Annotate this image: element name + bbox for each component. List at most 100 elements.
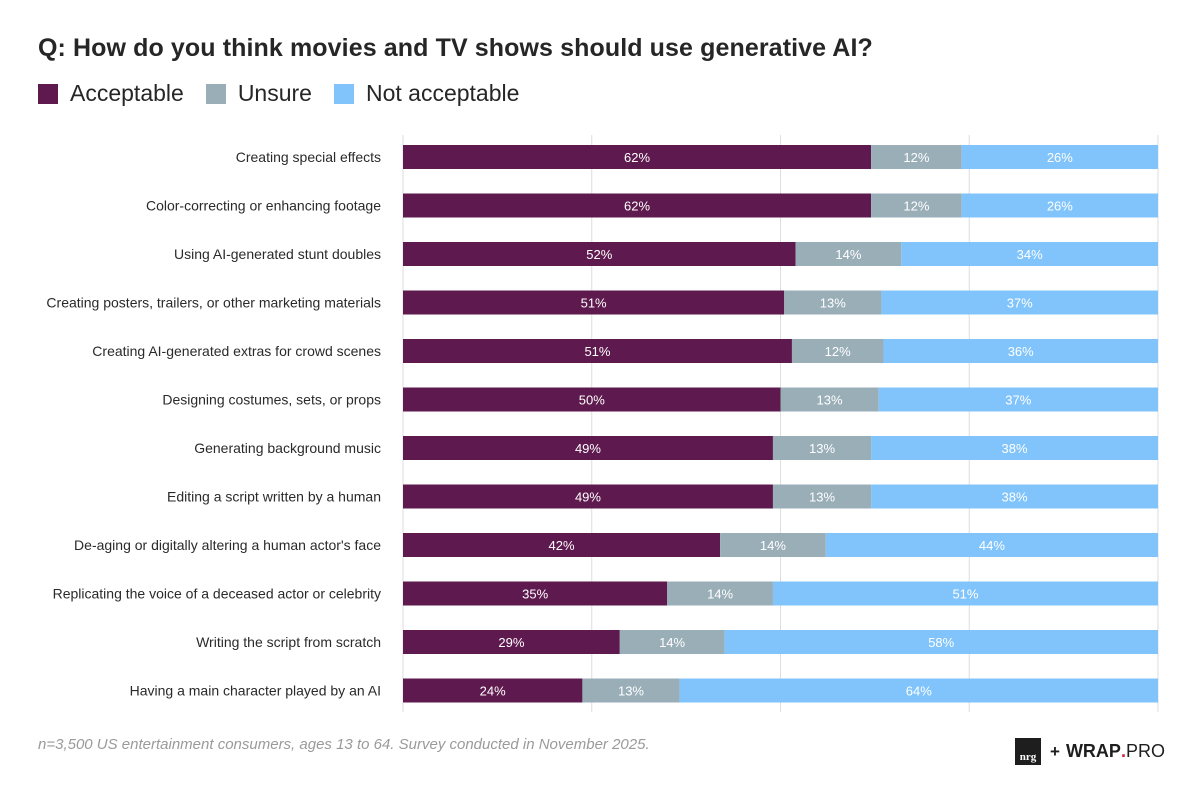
bar-acceptable [403,242,796,266]
data-label: 36% [1008,344,1034,359]
bar-unsure [871,193,962,218]
category-label: De-aging or digitally altering a human a… [74,537,381,553]
data-label: 51% [581,296,607,311]
data-label: 14% [659,635,685,650]
data-label: 13% [809,490,835,505]
bar-unsure [667,581,773,606]
data-label: 26% [1047,199,1073,214]
bar-unsure [795,242,902,266]
bar-unsure [871,145,962,169]
wrap-logo-pro: PRO [1125,741,1165,761]
bar-not-acceptable [871,484,1158,509]
data-label: 37% [1005,393,1031,408]
data-label: 64% [906,684,932,699]
bar-acceptable [403,387,781,412]
data-label: 14% [707,587,733,602]
data-label: 13% [809,441,835,456]
bar-unsure [582,678,680,703]
data-label: 62% [624,199,650,214]
legend-item-acceptable: Acceptable [38,80,184,107]
data-label: 37% [1007,296,1033,311]
bar-acceptable [403,145,872,169]
category-label: Creating special effects [236,149,381,165]
bar-not-acceptable [961,193,1158,218]
data-label: 14% [835,247,861,262]
legend-label-unsure: Unsure [237,80,312,106]
bar-acceptable [403,436,773,460]
bar-acceptable [403,533,721,557]
data-label: 13% [817,393,843,408]
logo-plus: + [1050,741,1060,761]
bar-acceptable [403,339,792,363]
bar-not-acceptable [724,630,1158,654]
bar-acceptable [403,484,773,509]
wrap-logo-text: WRAP [1065,741,1121,761]
category-label: Creating posters, trailers, or other mar… [46,295,381,311]
legend-swatch-not-acceptable [333,83,354,104]
legend-item-unsure: Unsure [205,80,312,107]
bar-unsure [619,630,725,654]
legend-label-not-acceptable: Not acceptable [365,80,520,106]
bar-not-acceptable [878,387,1158,412]
bar-not-acceptable [871,436,1158,460]
data-label: 38% [1002,490,1028,505]
data-label: 50% [579,393,605,408]
bar-unsure [780,387,879,412]
category-label: Generating background music [194,440,381,456]
bar-not-acceptable [881,290,1158,315]
bar-chart: Creating special effects 62% 12% 26% Color-c… [46,135,1159,712]
data-label: 14% [760,538,786,553]
category-label: Designing costumes, sets, or props [162,392,381,408]
data-label: 38% [1002,441,1028,456]
bar-acceptable [403,290,785,315]
data-label: 13% [618,684,644,699]
data-label: 58% [928,635,954,650]
legend-label-acceptable: Acceptable [70,80,184,106]
bar-unsure [720,533,826,557]
footnote: n=3,500 US entertainment consumers, ages… [38,736,650,753]
bar-acceptable [403,193,872,218]
data-label: 12% [825,344,851,359]
bar-unsure [772,436,872,460]
category-label: Having a main character played by an AI [130,683,381,699]
legend: Acceptable Unsure Not acceptable [38,80,541,107]
data-label: 12% [903,150,929,165]
bar-acceptable [403,630,620,654]
data-label: 52% [586,247,612,262]
bar-acceptable [403,581,668,606]
data-label: 51% [584,344,610,359]
bar-unsure [784,290,882,315]
category-label: Color-correcting or enhancing footage [146,198,381,214]
data-label: 35% [522,587,548,602]
bar-not-acceptable [772,581,1158,606]
data-label: 51% [952,587,978,602]
legend-swatch-acceptable [38,83,58,104]
category-label: Using AI-generated stunt doubles [174,246,381,262]
data-label: 62% [624,150,650,165]
legend-swatch-unsure [205,83,226,104]
data-label: 44% [979,538,1005,553]
bar-acceptable [403,678,583,703]
brand-logo: nrg + WRAP. PRO [1015,738,1165,765]
data-label: 13% [820,296,846,311]
category-label: Creating AI-generated extras for crowd s… [92,343,381,359]
bar-not-acceptable [961,145,1158,169]
data-label: 26% [1047,150,1073,165]
bar-not-acceptable [679,678,1158,703]
data-label: 42% [549,538,575,553]
bar-unsure [772,484,872,509]
data-label: 24% [480,684,506,699]
data-label: 34% [1017,247,1043,262]
data-label: 29% [498,635,524,650]
nrg-logo: nrg [1015,738,1041,765]
category-label: Writing the script from scratch [196,634,381,650]
legend-item-not-acceptable: Not acceptable [333,80,520,107]
wrap-logo-dot: . [1120,741,1126,761]
data-label: 49% [575,490,601,505]
chart-title: Q: How do you think movies and TV shows … [38,34,873,62]
bar-not-acceptable [901,242,1158,266]
data-label: 12% [903,199,929,214]
data-label: 49% [575,441,601,456]
category-label: Replicating the voice of a deceased acto… [53,586,381,602]
category-label: Editing a script written by a human [167,489,381,505]
